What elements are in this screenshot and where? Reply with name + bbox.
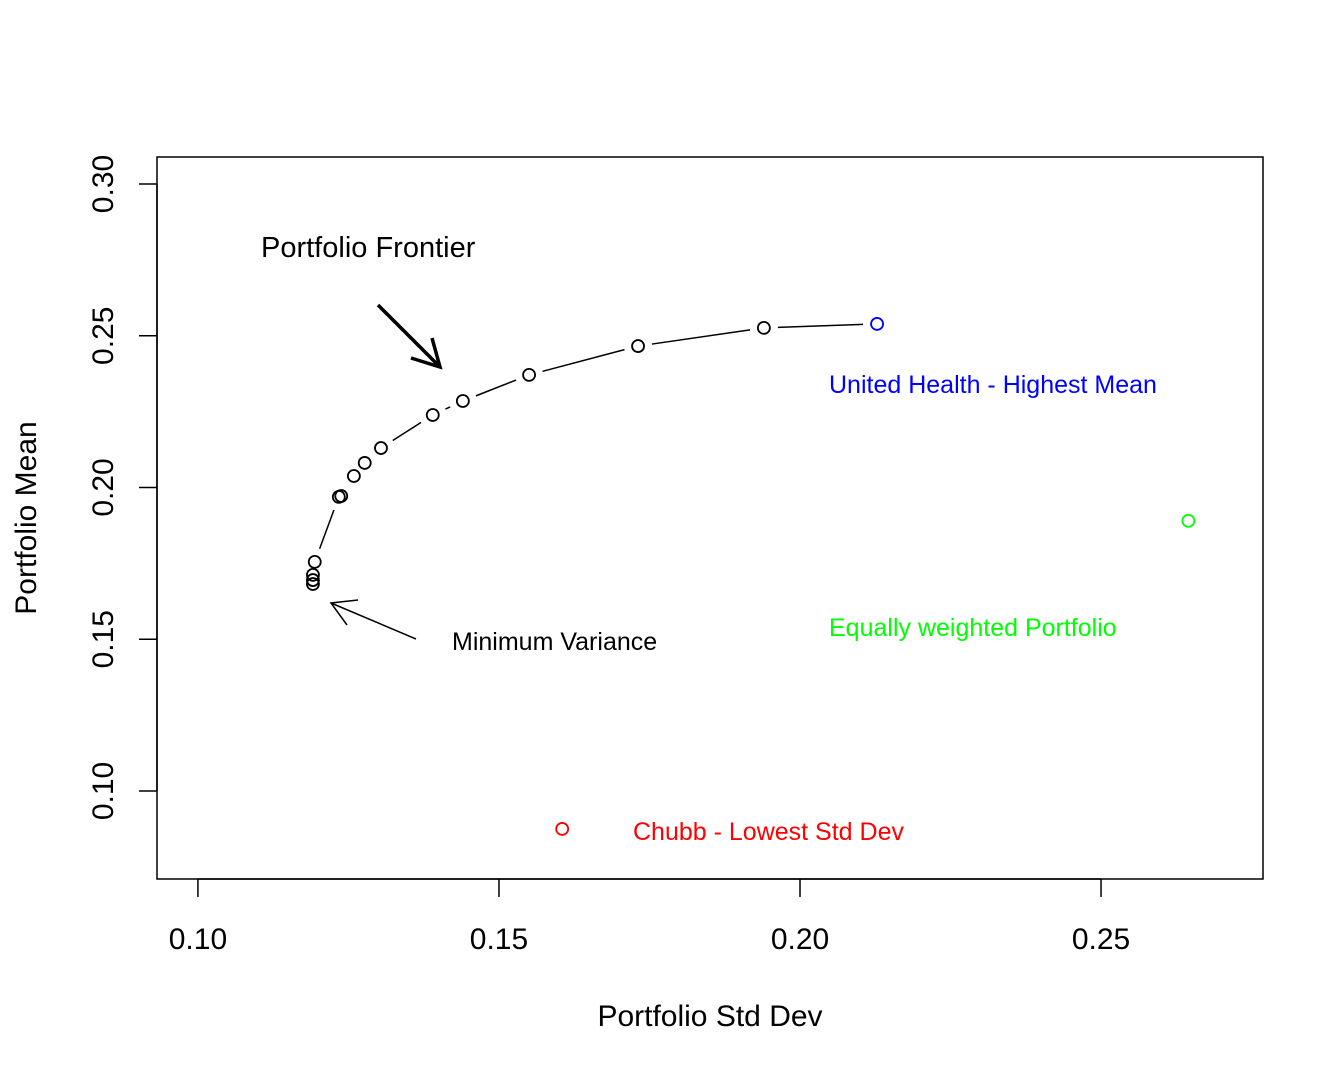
frontier-segment <box>445 406 451 410</box>
united-health-point <box>870 317 884 331</box>
y-tick-label: 0.10 <box>87 762 120 820</box>
frontier-segment <box>777 323 864 329</box>
frontier-segment <box>392 421 422 442</box>
frontier-point <box>306 568 320 582</box>
frontier-segment <box>318 509 335 549</box>
annotation-equally-weighted: Equally weighted Portfolio <box>829 614 1117 642</box>
frontier-point <box>306 577 320 591</box>
frontier-point <box>374 441 388 455</box>
frontier-point <box>455 394 470 408</box>
frontier-point <box>306 573 320 587</box>
chubb-point <box>555 822 570 836</box>
x-tick-label: 0.15 <box>470 923 528 956</box>
equally-weighted-point <box>1181 513 1196 528</box>
frontier-segment <box>475 379 517 397</box>
y-tick-label: 0.20 <box>87 458 120 516</box>
frontier-point <box>357 456 372 470</box>
annotation-united-health: United Health - Highest Mean <box>829 371 1157 399</box>
frontier-arrow <box>376 303 443 370</box>
frontier-point <box>346 469 361 483</box>
x-tick-label: 0.20 <box>771 923 829 956</box>
x-tick-label: 0.25 <box>1072 923 1130 956</box>
x-axis-label: Portfolio Std Dev <box>597 1000 822 1033</box>
y-tick-label: 0.25 <box>87 307 120 365</box>
frontier-point <box>425 408 440 422</box>
plot-frame <box>156 156 1264 880</box>
frontier-point <box>756 320 771 335</box>
annotation-portfolio-frontier: Portfolio Frontier <box>261 232 476 264</box>
y-tick-label: 0.30 <box>87 155 120 213</box>
y-tick-label: 0.15 <box>87 610 120 668</box>
annotation-minimum-variance: Minimum Variance <box>452 628 657 656</box>
y-axis-label: Portfolio Mean <box>10 421 43 614</box>
min-variance-arrow <box>329 599 417 640</box>
frontier-segment <box>651 329 751 345</box>
x-tick-label: 0.10 <box>169 923 227 956</box>
annotation-chubb: Chubb - Lowest Std Dev <box>633 818 904 846</box>
frontier-point <box>522 368 536 382</box>
frontier-point <box>334 489 349 503</box>
frontier-segment <box>542 348 625 373</box>
frontier-point <box>631 339 645 353</box>
frontier-point <box>307 554 322 569</box>
